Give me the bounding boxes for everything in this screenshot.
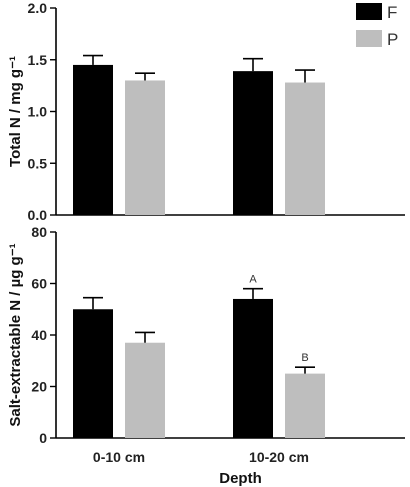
panel1-y-axis-title: Total N / mg g⁻¹ xyxy=(7,56,24,167)
panel2-y-tick-label: 60 xyxy=(31,276,47,292)
panel1-bar-F-0 xyxy=(73,64,113,215)
panel2-y-tick-label: 0 xyxy=(39,430,47,446)
legend-swatch-F xyxy=(356,3,382,20)
panel2-x-tick-label: 0-10 cm xyxy=(93,449,145,465)
panel1-y-tick-label: 1.5 xyxy=(28,52,48,68)
panel2-bar-F-0 xyxy=(73,309,113,438)
panel2-bar-F-1 xyxy=(233,298,273,438)
panel2-bar-P-1 xyxy=(285,373,325,438)
panel1-y-tick-label: 0.0 xyxy=(28,207,48,223)
panel2-x-tick-label: 10-20 cm xyxy=(249,449,309,465)
legend-swatch-P xyxy=(356,30,382,47)
panel2-y-tick-label: 80 xyxy=(31,224,47,240)
panel2-annotation-B: B xyxy=(301,352,308,364)
legend-label-F: F xyxy=(387,3,397,22)
panel2-y-axis-title: Salt-extractable N / µg g⁻¹ xyxy=(7,243,24,426)
panel1-y-tick-label: 1.0 xyxy=(28,104,48,120)
panel2-y-tick-label: 40 xyxy=(31,327,47,343)
legend-label-P: P xyxy=(387,30,398,49)
panel1-y-tick-label: 0.5 xyxy=(28,155,48,171)
panel1-y-tick-label: 2.0 xyxy=(28,0,48,16)
panel2-x-axis-title: Depth xyxy=(219,470,262,487)
panel2-annotation-A: A xyxy=(249,274,257,286)
panel1-bar-P-0 xyxy=(125,80,165,215)
panel1-bar-F-1 xyxy=(233,71,273,215)
panel1-bar-P-1 xyxy=(285,82,325,216)
panel2-bar-P-0 xyxy=(125,342,165,438)
panel2-y-tick-label: 20 xyxy=(31,379,47,395)
